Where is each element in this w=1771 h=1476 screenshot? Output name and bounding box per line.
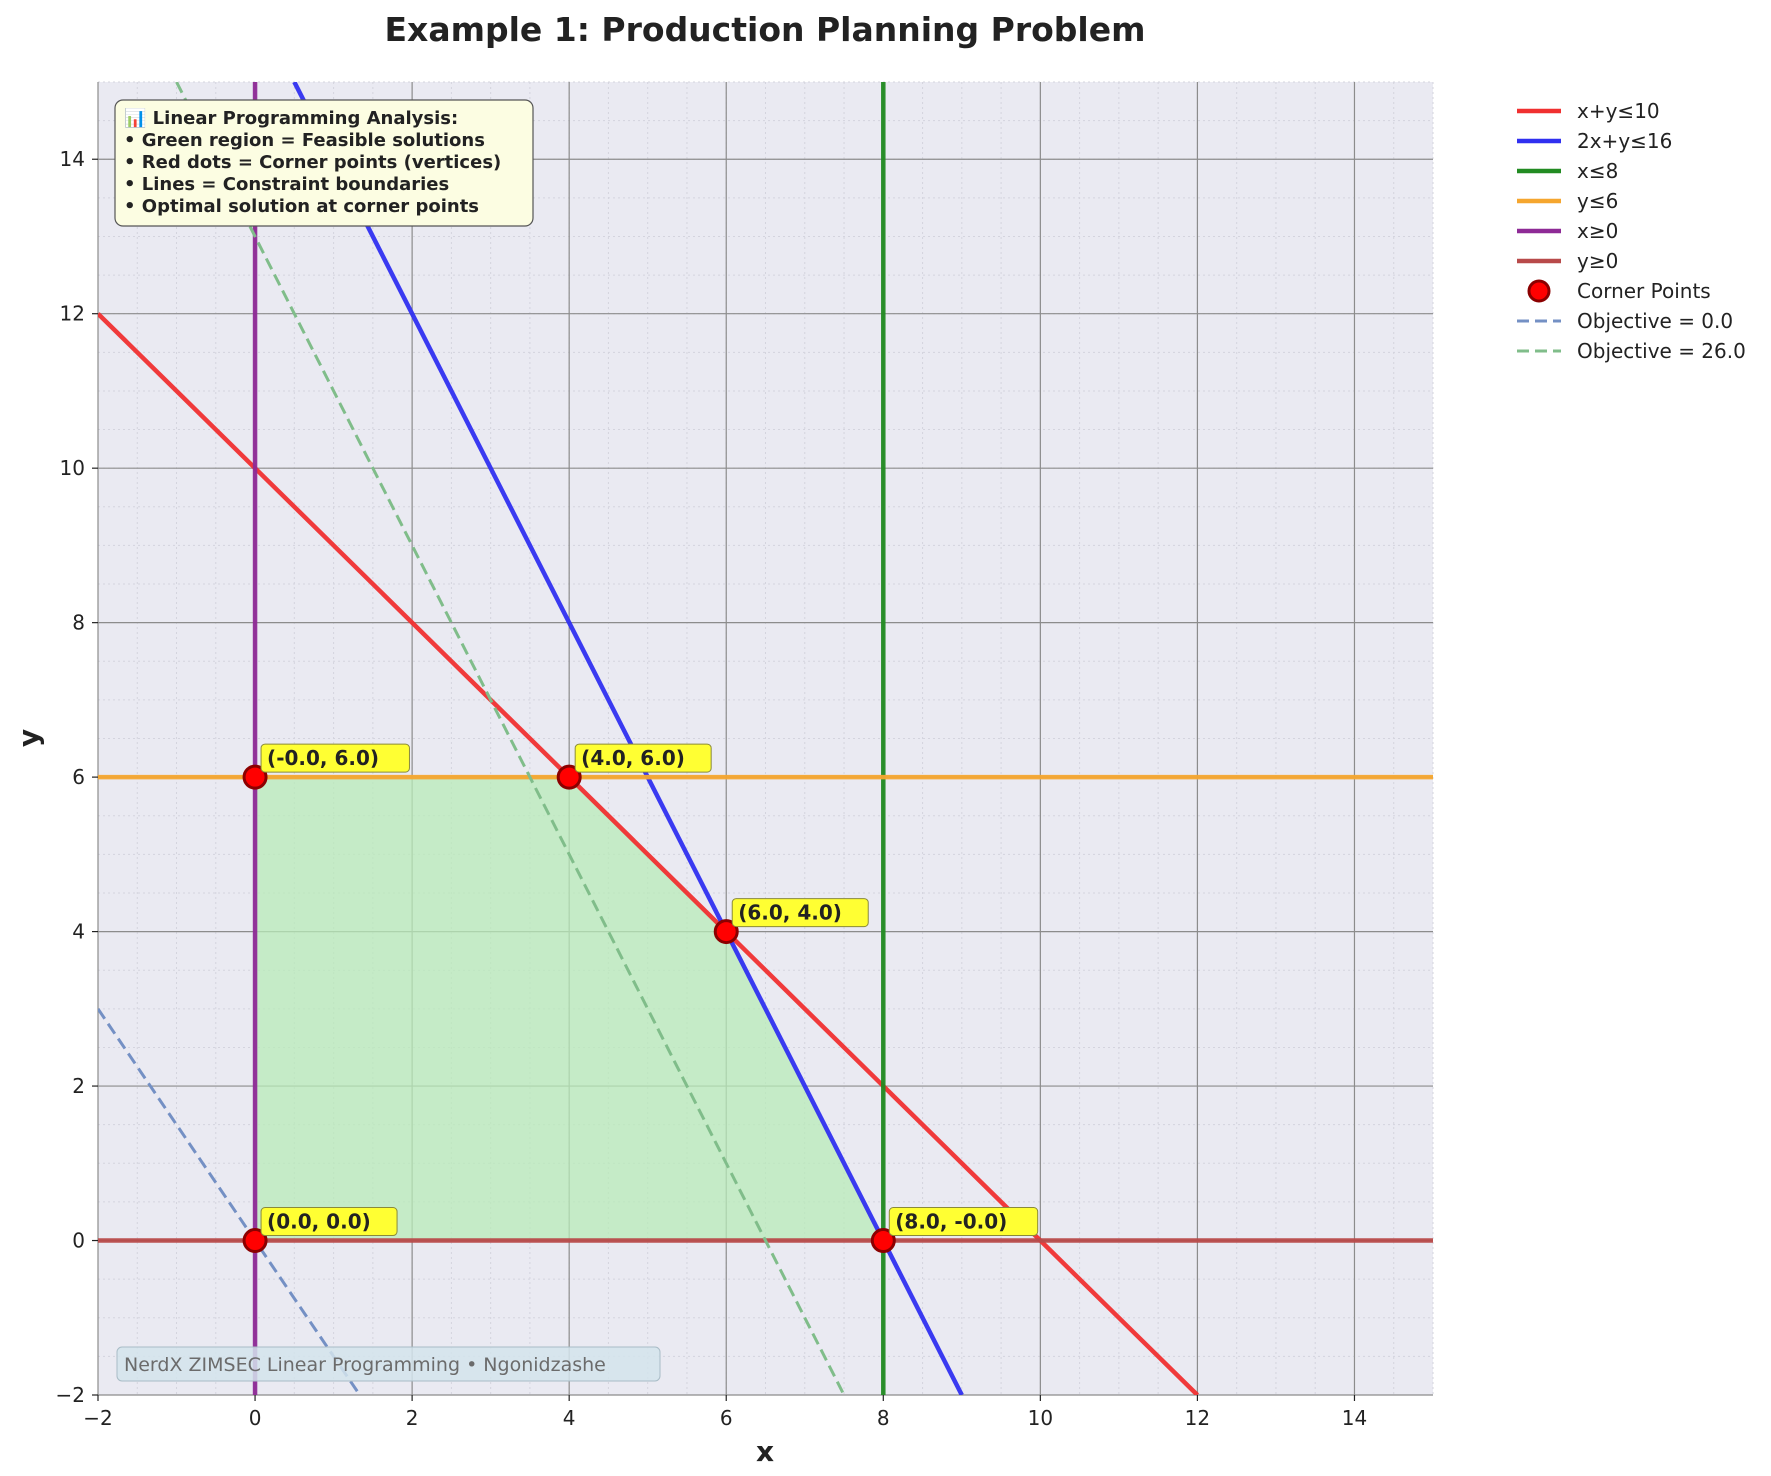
corner-point-label-3: (0.0, 0.0) xyxy=(267,1210,371,1234)
corner-point-label-box-2 xyxy=(731,898,869,928)
x-tick-label: 0 xyxy=(249,1406,262,1430)
info-box: 📊 Linear Programming Analysis:• Green re… xyxy=(114,99,534,227)
y-tick-label: 4 xyxy=(72,920,85,944)
x-tick-label: 8 xyxy=(877,1406,890,1430)
corner-point-label-box-3 xyxy=(260,1207,398,1237)
corner-point-4 xyxy=(870,1228,896,1254)
info-box-line-4: • Optimal solution at corner points xyxy=(124,196,479,217)
y-tick-label: 8 xyxy=(72,611,85,635)
watermark-text: NerdX ZIMSEC Linear Programming • Ngonid… xyxy=(124,1354,606,1376)
watermark: NerdX ZIMSEC Linear Programming • Ngonid… xyxy=(116,1346,661,1382)
x-axis-label: x xyxy=(756,1435,774,1468)
legend-label-objective-0: Objective = 0.0 xyxy=(1577,309,1733,333)
info-box-line-2: • Red dots = Corner points (vertices) xyxy=(124,152,501,173)
corner-point-3 xyxy=(242,1228,268,1254)
corner-point-label-4: (8.0, -0.0) xyxy=(895,1210,1007,1234)
legend-label-1: 2x+y≤16 xyxy=(1577,129,1672,153)
y-tick-label: 0 xyxy=(72,1229,85,1253)
info-box-line-3: • Lines = Constraint boundaries xyxy=(124,174,449,195)
y-axis-ticks: −2 0 2 4 6 8 10 12 14 xyxy=(56,147,98,1407)
y-tick-label: 12 xyxy=(60,302,85,326)
constraint-line-1 xyxy=(292,82,964,1395)
objective-line-0 xyxy=(98,1007,362,1395)
y-tick-label: 14 xyxy=(60,147,85,171)
corner-point-label-2: (6.0, 4.0) xyxy=(738,901,842,925)
legend-swatch-corner-points xyxy=(1527,279,1551,303)
corner-point-label-0: (-0.0, 6.0) xyxy=(267,746,379,770)
corner-point-labels: (-0.0, 6.0) (4.0, 6.0) (6.0, 4.0) (0.0, 0.0… xyxy=(260,743,1039,1237)
corner-point-2 xyxy=(713,919,739,945)
legend-label-objective-1: Objective = 26.0 xyxy=(1577,339,1746,363)
corner-point-0 xyxy=(242,764,268,790)
feasible-region xyxy=(255,777,884,1241)
x-tick-label: 4 xyxy=(563,1406,576,1430)
corner-point-1 xyxy=(556,764,582,790)
chart-title: Example 1: Production Planning Problem xyxy=(385,10,1146,49)
legend-label-4: x≥0 xyxy=(1577,219,1618,243)
x-tick-label: 14 xyxy=(1342,1406,1367,1430)
legend-label-3: y≤6 xyxy=(1577,189,1618,213)
corner-point-label-box-4 xyxy=(888,1207,1039,1237)
objective-line-1 xyxy=(175,82,846,1395)
info-box-line-1: • Green region = Feasible solutions xyxy=(124,130,485,151)
watermark-background xyxy=(116,1346,661,1382)
y-tick-label: −2 xyxy=(56,1383,85,1407)
y-tick-label: 2 xyxy=(72,1074,85,1098)
x-tick-label: −2 xyxy=(83,1406,112,1430)
y-tick-label: 6 xyxy=(72,765,85,789)
corner-point-label-box-1 xyxy=(574,743,712,773)
legend: x+y≤10 2x+y≤16 x≤8 y≤6 x≥0 y≥0 Corner Points Ob… xyxy=(1517,99,1746,363)
legend-label-5: y≥0 xyxy=(1577,249,1618,273)
corner-point-label-1: (4.0, 6.0) xyxy=(581,746,685,770)
legend-label-corner-points: Corner Points xyxy=(1577,279,1711,303)
x-tick-label: 10 xyxy=(1028,1406,1053,1430)
x-tick-label: 12 xyxy=(1185,1406,1210,1430)
legend-label-2: x≤8 xyxy=(1577,159,1618,183)
y-axis-label: y xyxy=(12,729,45,747)
x-axis-ticks: −2 0 2 4 6 8 10 12 14 xyxy=(83,1395,1367,1430)
x-tick-label: 2 xyxy=(406,1406,419,1430)
info-box-line-0: 📊 Linear Programming Analysis: xyxy=(124,107,458,129)
x-tick-label: 6 xyxy=(720,1406,733,1430)
legend-label-0: x+y≤10 xyxy=(1577,99,1660,123)
info-box-background xyxy=(114,99,534,227)
corner-point-label-box-0 xyxy=(260,743,410,773)
y-tick-label: 10 xyxy=(60,456,85,480)
